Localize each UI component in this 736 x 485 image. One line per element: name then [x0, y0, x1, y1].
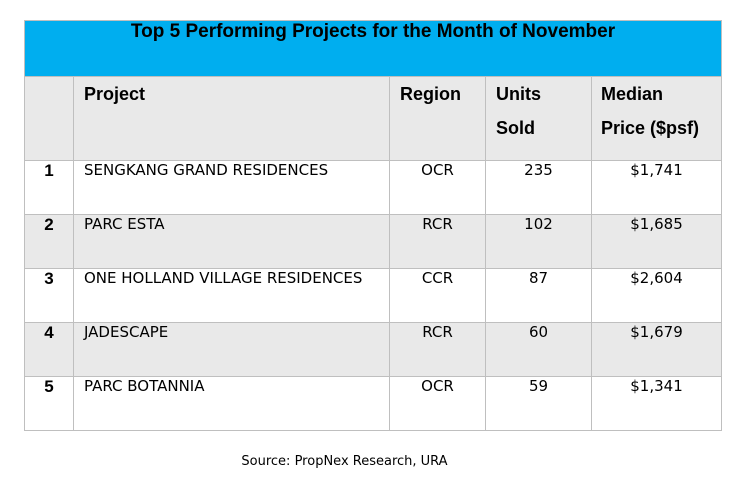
header-price-line2: Price ($psf): [601, 118, 700, 138]
project-cell: PARC BOTANNIA: [73, 376, 390, 431]
price-cell: $2,604: [590, 268, 723, 323]
units-cell: 59: [485, 376, 592, 431]
region-cell: RCR: [389, 214, 486, 269]
rank-cell: 2: [24, 214, 74, 269]
table-row: 1 SENGKANG GRAND RESIDENCES OCR 235 $1,7…: [24, 160, 723, 215]
region-cell: RCR: [389, 322, 486, 377]
table-row: 5 PARC BOTANNIA OCR 59 $1,341: [24, 376, 723, 431]
project-cell: ONE HOLLAND VILLAGE RESIDENCES: [73, 268, 390, 323]
source-note: Source: PropNex Research, URA: [241, 454, 448, 469]
price-cell: $1,741: [590, 160, 723, 215]
table-row: 3 ONE HOLLAND VILLAGE RESIDENCES CCR 87 …: [24, 268, 723, 323]
header-price-line1: Median: [601, 84, 664, 104]
header-row: Project Region Units Sold Median Price ($p…: [24, 76, 723, 161]
table-row: 2 PARC ESTA RCR 102 $1,685: [24, 214, 723, 269]
project-cell: SENGKANG GRAND RESIDENCES: [73, 160, 390, 215]
header-rank: [24, 76, 74, 161]
header-units-line1: Units: [496, 84, 541, 104]
header-units-sold: Units Sold: [485, 76, 592, 161]
rank-cell: 5: [24, 376, 74, 431]
units-cell: 87: [485, 268, 592, 323]
table-row: 4 JADESCAPE RCR 60 $1,679: [24, 322, 723, 377]
header-median-price: Median Price ($psf): [590, 76, 723, 161]
table-title: Top 5 Performing Projects for the Month …: [23, 20, 723, 77]
header-region: Region: [389, 76, 486, 161]
rank-cell: 1: [24, 160, 74, 215]
project-cell: JADESCAPE: [73, 322, 390, 377]
price-cell: $1,341: [590, 376, 723, 431]
region-cell: OCR: [389, 376, 486, 431]
price-cell: $1,679: [590, 322, 723, 377]
project-cell: PARC ESTA: [73, 214, 390, 269]
region-cell: CCR: [389, 268, 486, 323]
rank-cell: 4: [24, 322, 74, 377]
units-cell: 60: [485, 322, 592, 377]
projects-table: Top 5 Performing Projects for the Month …: [23, 20, 723, 431]
title-row: Top 5 Performing Projects for the Month …: [23, 20, 723, 77]
region-cell: OCR: [389, 160, 486, 215]
price-cell: $1,685: [590, 214, 723, 269]
units-cell: 102: [485, 214, 592, 269]
header-units-line2: Sold: [496, 118, 535, 138]
rank-cell: 3: [24, 268, 74, 323]
units-cell: 235: [485, 160, 592, 215]
header-project: Project: [73, 76, 390, 161]
